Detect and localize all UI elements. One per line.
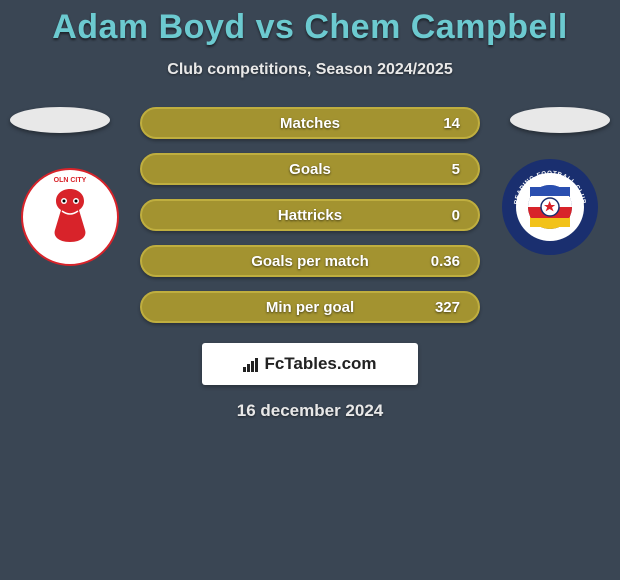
stat-row-goals-per-match: Goals per match 0.36: [140, 245, 480, 277]
logo-text: FcTables.com: [264, 354, 376, 374]
stat-label: Matches: [200, 115, 420, 132]
stat-label: Goals per match: [200, 253, 420, 270]
stat-label: Hattricks: [200, 207, 420, 224]
stat-row-matches: Matches 14: [140, 107, 480, 139]
content-area: OLN CITY READING FOOTBALL CLUB EST. 1871: [0, 107, 620, 421]
club-badge-right: READING FOOTBALL CLUB EST. 1871: [500, 157, 600, 257]
stat-label: Goals: [200, 161, 420, 178]
bar-chart-icon: [243, 356, 258, 372]
player-right-placeholder: [510, 107, 610, 133]
stat-value: 14: [420, 115, 460, 132]
badge-left-text: OLN CITY: [54, 177, 87, 184]
stat-row-hattricks: Hattricks 0: [140, 199, 480, 231]
stat-row-goals: Goals 5: [140, 153, 480, 185]
player-left-placeholder: [10, 107, 110, 133]
stats-bars: Matches 14 Goals 5 Hattricks 0 Goals per…: [140, 107, 480, 323]
stat-row-min-per-goal: Min per goal 327: [140, 291, 480, 323]
stat-label: Min per goal: [200, 299, 420, 316]
fctables-logo: FcTables.com: [243, 354, 376, 374]
stat-value: 0: [420, 207, 460, 224]
subtitle: Club competitions, Season 2024/2025: [0, 61, 620, 79]
stat-value: 327: [420, 299, 460, 316]
stat-value: 0.36: [420, 253, 460, 270]
date-text: 16 december 2024: [0, 401, 620, 421]
page-title: Adam Boyd vs Chem Campbell: [0, 0, 620, 47]
club-badge-left: OLN CITY: [20, 167, 120, 267]
stat-value: 5: [420, 161, 460, 178]
fctables-logo-box: FcTables.com: [202, 343, 418, 385]
